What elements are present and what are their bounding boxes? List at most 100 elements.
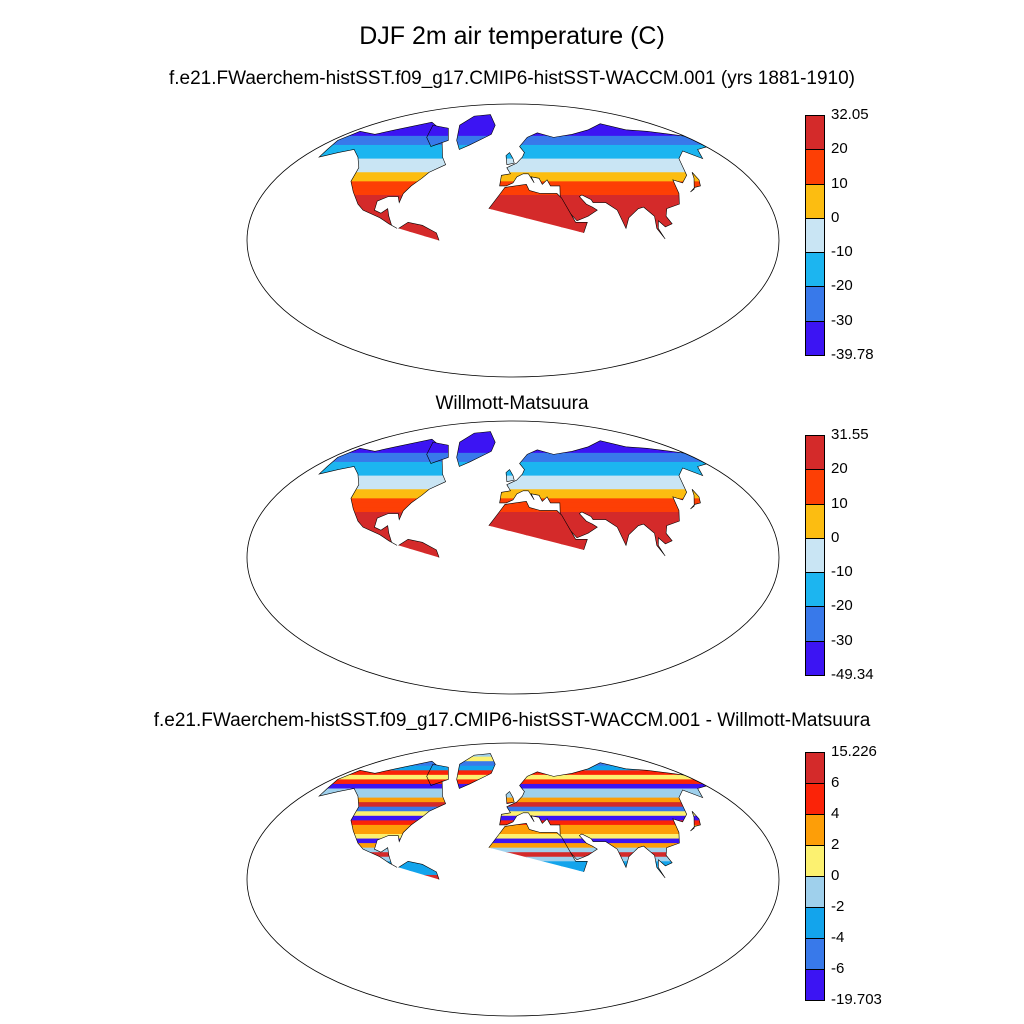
land-new-guinea bbox=[246, 241, 780, 265]
figure-title: DJF 2m air temperature (C) bbox=[359, 22, 665, 50]
colorbar-swatch bbox=[805, 814, 825, 846]
colorbar-label: 20 bbox=[831, 460, 848, 478]
land-baffin-island bbox=[426, 764, 449, 786]
coastline bbox=[426, 441, 449, 464]
colorbar-label: 10 bbox=[831, 494, 848, 512]
colorbar-label: -30 bbox=[831, 311, 853, 329]
colorbar-label: -6 bbox=[831, 960, 845, 977]
colorbar-label: 0 bbox=[831, 208, 840, 226]
land-new-zealand bbox=[246, 608, 780, 636]
land-sumatra bbox=[246, 548, 780, 572]
panel-1-colorbar bbox=[805, 115, 825, 356]
land-borneo bbox=[246, 866, 780, 890]
coastline bbox=[426, 124, 449, 147]
colorbar-label: 6 bbox=[831, 774, 840, 791]
map-border bbox=[246, 742, 780, 1017]
land-borneo bbox=[246, 544, 780, 568]
panel-2-colorbar bbox=[805, 435, 825, 676]
colorbar-label: -4 bbox=[831, 929, 845, 946]
colorbar-swatch bbox=[805, 183, 825, 219]
land-sumatra bbox=[246, 870, 780, 894]
land-baffin-island bbox=[426, 442, 449, 464]
colorbar-label: 0 bbox=[831, 528, 840, 546]
coastline bbox=[398, 221, 440, 241]
colorbar-swatch bbox=[805, 217, 825, 254]
map-border bbox=[246, 103, 780, 378]
colorbar-label: -20 bbox=[831, 277, 853, 295]
land-new-zealand bbox=[246, 291, 780, 319]
coastline bbox=[456, 431, 496, 467]
colorbar-swatch bbox=[805, 503, 825, 539]
land-antarctica bbox=[246, 975, 780, 1017]
colorbar-swatch bbox=[805, 252, 825, 288]
colorbar-swatch bbox=[805, 286, 825, 322]
colorbar-swatch bbox=[805, 606, 825, 642]
coastline bbox=[690, 811, 701, 832]
land-madagascar bbox=[246, 893, 780, 926]
land-australia bbox=[246, 893, 780, 944]
land-madagascar bbox=[246, 571, 780, 604]
panel-3-map bbox=[246, 742, 780, 1017]
land-new-guinea bbox=[246, 558, 780, 582]
map-border bbox=[246, 420, 780, 695]
colorbar-swatch bbox=[805, 469, 825, 505]
land-africa bbox=[488, 501, 588, 550]
colorbar-label: -2 bbox=[831, 898, 845, 915]
coastline bbox=[488, 184, 588, 234]
colorbar-label: 10 bbox=[831, 174, 848, 192]
coastline bbox=[456, 753, 496, 789]
land-madagascar bbox=[246, 254, 780, 287]
colorbar-label: -49.34 bbox=[831, 666, 874, 683]
land-baffin-island bbox=[426, 125, 449, 147]
land-south-america bbox=[398, 222, 440, 241]
colorbar-label: -39.78 bbox=[831, 346, 874, 363]
land-new-zealand bbox=[246, 930, 780, 958]
colorbar-swatch bbox=[805, 845, 825, 877]
panel-1-title: f.e21.FWaerchem-histSST.f09_g17.CMIP6-hi… bbox=[168, 68, 855, 89]
coastline bbox=[456, 114, 496, 150]
coastline bbox=[488, 501, 588, 551]
coastline bbox=[426, 763, 449, 786]
coastline bbox=[505, 469, 515, 483]
panel-3-colorbar bbox=[805, 752, 825, 1001]
colorbar-swatch bbox=[805, 876, 825, 908]
coastline bbox=[690, 489, 701, 510]
land-africa bbox=[488, 184, 588, 233]
colorbar-swatch bbox=[805, 435, 825, 471]
coastline bbox=[499, 123, 709, 240]
coastline bbox=[488, 823, 588, 873]
land-antarctica bbox=[246, 653, 780, 695]
coastline bbox=[690, 172, 701, 193]
colorbar-swatch bbox=[805, 907, 825, 939]
land-sumatra bbox=[246, 231, 780, 255]
colorbar-swatch bbox=[805, 115, 825, 151]
land-africa bbox=[488, 823, 588, 872]
land-antarctica bbox=[246, 336, 780, 378]
colorbar-label: 20 bbox=[831, 140, 848, 158]
panel-1-map bbox=[246, 103, 780, 378]
land-australia bbox=[246, 254, 780, 305]
colorbar-swatch bbox=[805, 320, 825, 356]
coastline bbox=[505, 791, 515, 805]
panel-3-title: f.e21.FWaerchem-histSST.f09_g17.CMIP6-hi… bbox=[153, 710, 871, 731]
colorbar-swatch bbox=[805, 640, 825, 676]
colorbar-swatch bbox=[805, 938, 825, 970]
colorbar-swatch bbox=[805, 149, 825, 185]
land-south-america bbox=[398, 861, 440, 880]
panel-2-map bbox=[246, 420, 780, 695]
panel-2-title: Willmott-Matsuura bbox=[435, 393, 589, 414]
colorbar-swatch bbox=[805, 572, 825, 608]
colorbar-label: -10 bbox=[831, 563, 853, 581]
coastline bbox=[398, 860, 440, 880]
colorbar-label: 32.05 bbox=[831, 106, 869, 123]
land-australia bbox=[246, 571, 780, 622]
colorbar-label: 2 bbox=[831, 836, 840, 853]
coastline bbox=[398, 538, 440, 558]
coastline bbox=[499, 440, 709, 557]
coastline bbox=[505, 152, 515, 166]
colorbar-label: -10 bbox=[831, 243, 853, 261]
colorbar-swatch bbox=[805, 969, 825, 1001]
land-borneo bbox=[246, 227, 780, 251]
colorbar-swatch bbox=[805, 752, 825, 784]
colorbar-label: 4 bbox=[831, 805, 840, 822]
